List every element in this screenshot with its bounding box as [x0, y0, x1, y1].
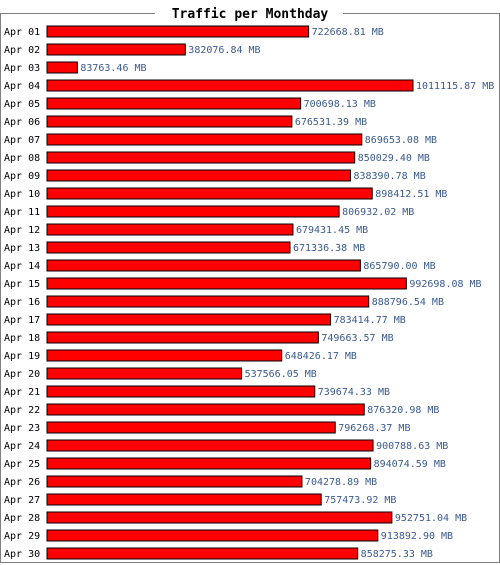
category-label: Apr 09	[4, 171, 40, 182]
bar	[46, 61, 78, 74]
value-label: 704278.89 MB	[305, 477, 377, 488]
category-label: Apr 17	[4, 315, 40, 326]
category-label: Apr 24	[4, 441, 40, 452]
value-label: 838390.78 MB	[353, 171, 425, 182]
bar	[46, 205, 340, 218]
category-label: Apr 13	[4, 243, 40, 254]
category-label: Apr 10	[4, 189, 40, 200]
value-label: 992698.08 MB	[409, 279, 481, 290]
category-label: Apr 21	[4, 387, 40, 398]
value-label: 648426.17 MB	[285, 351, 357, 362]
bar	[46, 25, 310, 38]
value-label: 850029.40 MB	[358, 153, 430, 164]
category-label: Apr 02	[4, 45, 40, 56]
value-label: 796268.37 MB	[338, 423, 410, 434]
category-label: Apr 29	[4, 531, 40, 542]
category-label: Apr 20	[4, 369, 40, 380]
bar	[46, 259, 361, 272]
category-label: Apr 08	[4, 153, 40, 164]
value-label: 722668.81 MB	[312, 27, 384, 38]
value-label: 537566.05 MB	[245, 369, 317, 380]
bar	[46, 277, 407, 290]
value-label: 869653.08 MB	[365, 135, 437, 146]
value-label: 888796.54 MB	[372, 297, 444, 308]
category-label: Apr 23	[4, 423, 40, 434]
bar	[46, 169, 351, 182]
category-label: Apr 05	[4, 99, 40, 110]
bar	[46, 349, 283, 362]
value-label: 913892.90 MB	[381, 531, 453, 542]
value-label: 679431.45 MB	[296, 225, 368, 236]
bar	[46, 223, 294, 236]
bar	[46, 295, 370, 308]
value-label: 749663.57 MB	[321, 333, 393, 344]
bar	[46, 367, 243, 380]
category-label: Apr 27	[4, 495, 40, 506]
value-label: 876320.98 MB	[367, 405, 439, 416]
value-label: 757473.92 MB	[324, 495, 396, 506]
bar	[46, 331, 319, 344]
bar	[46, 151, 356, 164]
value-label: 900788.63 MB	[376, 441, 448, 452]
category-label: Apr 16	[4, 297, 40, 308]
bar	[46, 475, 303, 488]
chart-title: Traffic per Monthday	[172, 7, 329, 22]
bar	[46, 79, 414, 92]
bar	[46, 385, 316, 398]
category-label: Apr 12	[4, 225, 40, 236]
bar	[46, 421, 336, 434]
category-label: Apr 14	[4, 261, 40, 272]
value-label: 806932.02 MB	[342, 207, 414, 218]
value-label: 1011115.87 MB	[416, 81, 494, 92]
value-label: 858275.33 MB	[361, 549, 433, 560]
value-label: 894074.59 MB	[374, 459, 446, 470]
bar	[46, 511, 393, 524]
bar	[46, 313, 332, 326]
category-label: Apr 04	[4, 81, 40, 92]
category-label: Apr 07	[4, 135, 40, 146]
bar	[46, 97, 302, 110]
value-label: 83763.46 MB	[80, 63, 146, 74]
category-label: Apr 15	[4, 279, 40, 290]
value-label: 783414.77 MB	[334, 315, 406, 326]
category-label: Apr 18	[4, 333, 40, 344]
bar	[46, 547, 359, 560]
bar	[46, 457, 372, 470]
value-label: 671336.38 MB	[293, 243, 365, 254]
bar	[46, 187, 373, 200]
category-label: Apr 25	[4, 459, 40, 470]
category-label: Apr 30	[4, 549, 40, 560]
value-label: 700698.13 MB	[304, 99, 376, 110]
category-label: Apr 28	[4, 513, 40, 524]
value-label: 865790.00 MB	[363, 261, 435, 272]
bar	[46, 493, 322, 506]
bar	[46, 241, 291, 254]
value-label: 676531.39 MB	[295, 117, 367, 128]
value-label: 952751.04 MB	[395, 513, 467, 524]
value-label: 739674.33 MB	[318, 387, 390, 398]
bar	[46, 115, 293, 128]
category-label: Apr 22	[4, 405, 40, 416]
category-label: Apr 03	[4, 63, 40, 74]
category-label: Apr 06	[4, 117, 40, 128]
bar	[46, 133, 363, 146]
bar	[46, 43, 186, 56]
bar	[46, 439, 374, 452]
category-label: Apr 01	[4, 27, 40, 38]
bar	[46, 403, 365, 416]
category-label: Apr 11	[4, 207, 40, 218]
value-label: 898412.51 MB	[375, 189, 447, 200]
bar-group: Apr 01 722668.81 MB Apr 02 382076.84 MB Apr …	[4, 25, 494, 560]
bar	[46, 529, 379, 542]
value-label: 382076.84 MB	[188, 45, 260, 56]
category-label: Apr 26	[4, 477, 40, 488]
title-backdrop	[155, 4, 343, 22]
category-label: Apr 19	[4, 351, 40, 362]
